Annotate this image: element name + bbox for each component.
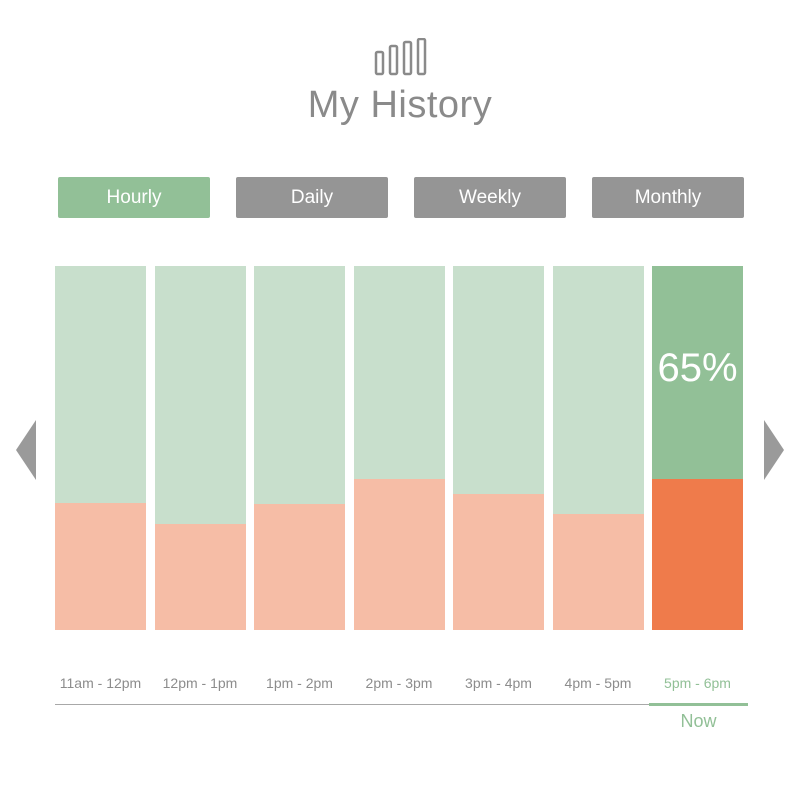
tab-daily[interactable]: Daily <box>236 177 388 218</box>
chart-bar[interactable] <box>55 266 146 630</box>
x-tick-label: 11am - 12pm <box>59 675 142 691</box>
x-tick-label: 4pm - 5pm <box>564 675 632 691</box>
chart-bar[interactable] <box>353 266 445 630</box>
x-tick-label: 5pm - 6pm <box>664 675 731 691</box>
now-label: Now <box>680 711 717 731</box>
chart-bar[interactable]: 65% <box>652 266 743 630</box>
bar-fill <box>154 524 246 630</box>
x-tick-label: 1pm - 2pm <box>266 675 333 691</box>
bar-fill <box>55 502 146 630</box>
bar-fill <box>552 513 644 630</box>
chevron-left-icon[interactable] <box>16 420 38 480</box>
x-tick-label: 12pm - 1pm <box>162 675 238 691</box>
bar-fill <box>254 504 345 630</box>
chart-bar[interactable] <box>453 266 544 630</box>
chevron-right-icon[interactable] <box>762 420 784 480</box>
page-title: My History <box>307 84 493 126</box>
bar-chart-icon <box>374 38 427 76</box>
bar-fill <box>353 478 445 630</box>
tab-weekly[interactable]: Weekly <box>414 177 566 218</box>
current-percentage: 65% <box>657 346 738 391</box>
chart-bar[interactable] <box>552 266 644 630</box>
x-axis-line <box>55 704 745 705</box>
bar-fill <box>652 478 743 630</box>
bar-fill <box>453 493 544 630</box>
chart-bar[interactable] <box>254 266 345 630</box>
x-tick-label: 2pm - 3pm <box>365 675 433 691</box>
now-indicator <box>649 703 748 706</box>
chart-bar[interactable] <box>154 266 246 630</box>
x-tick-label: 3pm - 4pm <box>465 675 532 691</box>
tab-monthly[interactable]: Monthly <box>592 177 744 218</box>
tab-hourly[interactable]: Hourly <box>58 177 210 218</box>
